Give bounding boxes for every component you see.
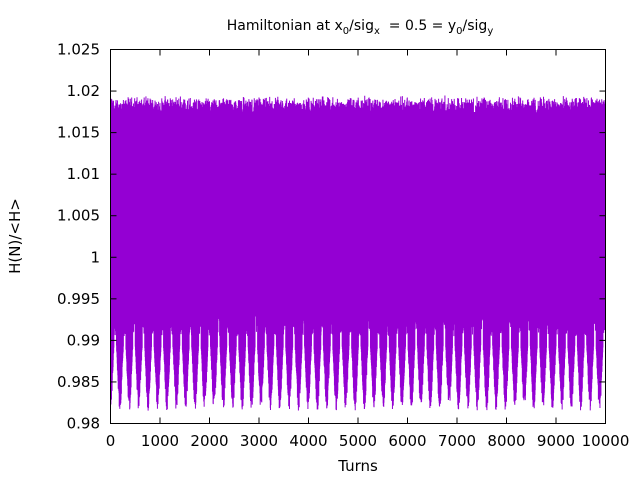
y-tick-label: 1.015 <box>57 124 100 142</box>
y-tick-label: 1.005 <box>57 207 100 225</box>
axis-ticks: 0 1000 2000 3000 4000 5000 6000 7000 8000 9000 100… <box>57 41 629 451</box>
y-tick-label: 1.01 <box>67 165 100 183</box>
title-prefix: Hamiltonian at x <box>227 18 343 34</box>
x-tick-label: 6000 <box>388 432 426 450</box>
title-part-sigy: /sig <box>463 18 488 34</box>
title-part-sigx: /sig <box>349 18 374 34</box>
x-tick-label: 0 <box>106 432 116 450</box>
x-tick-label: 5000 <box>339 432 377 450</box>
x-tick-label: 9000 <box>537 432 575 450</box>
x-tick-label: 1000 <box>141 432 179 450</box>
title-sub-x: x <box>374 26 380 37</box>
x-axis-label: Turns <box>337 457 378 475</box>
x-tick-label: 8000 <box>487 432 525 450</box>
x-tick-label: 4000 <box>289 432 327 450</box>
x-tick-label: 2000 <box>190 432 228 450</box>
series-line <box>110 95 606 411</box>
x-tick-label: 7000 <box>438 432 476 450</box>
title-sub-y: y <box>487 26 493 37</box>
title-part-eq: = 0.5 = y <box>380 18 456 34</box>
plot-frame <box>110 49 606 424</box>
y-tick-label: 1 <box>90 248 100 266</box>
x-tick-label: 10000 <box>582 432 630 450</box>
x-tick-label: 3000 <box>240 432 278 450</box>
title-sub-y0: 0 <box>456 26 462 37</box>
chart-title: Hamiltonian at x0/sigx = 0.5 = y0/sigy <box>227 18 494 37</box>
y-tick-label: 1.02 <box>67 82 100 100</box>
title-sub-x0: 0 <box>343 26 349 37</box>
y-axis-label: H(N)/<H> <box>6 198 24 274</box>
y-tick-label: 0.985 <box>57 373 100 391</box>
y-tick-label: 0.98 <box>67 415 100 433</box>
y-tick-label: 0.99 <box>67 331 100 349</box>
y-tick-label: 0.995 <box>57 290 100 308</box>
series-hamiltonian <box>110 95 606 411</box>
y-tick-label: 1.025 <box>57 41 100 59</box>
